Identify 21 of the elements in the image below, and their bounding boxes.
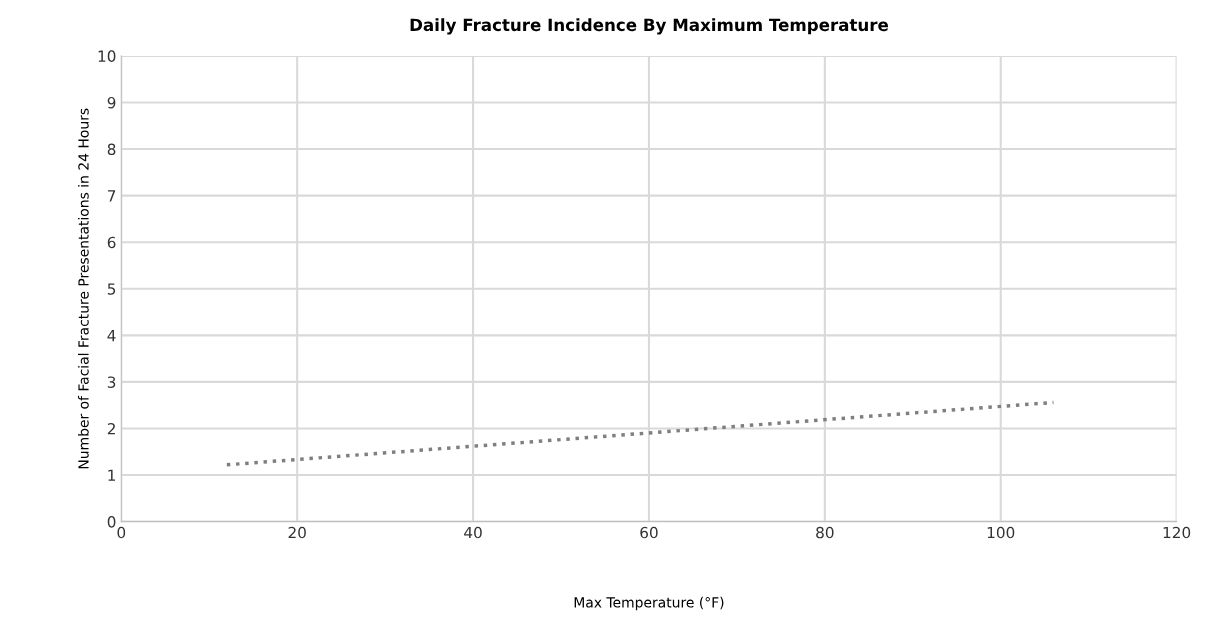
y-tick-label: 9 [107,96,116,109]
x-tick-label: 120 [1163,526,1191,539]
x-tick-label: 100 [987,526,1015,539]
y-axis-title: Number of Facial Fracture Presentations in 24 Hours [78,108,89,469]
x-tick-label: 20 [288,526,306,539]
x-tick-label: 40 [464,526,482,539]
y-tick-label: 0 [107,516,116,528]
x-tick-label: 0 [117,526,126,539]
y-tick-label: 7 [107,190,116,202]
x-axis-title: Max Temperature (°F) [574,596,724,611]
y-tick-label: 3 [107,376,116,388]
y-tick-label: 4 [107,330,116,342]
y-tick-label: 6 [107,236,116,249]
x-tick-label: 80 [816,526,834,539]
y-tick-label: 1 [108,469,116,481]
y-tick-label: 8 [107,143,116,156]
y-tick-label: 5 [107,283,116,295]
y-tick-label: 10 [98,50,116,62]
y-tick-label: 2 [107,422,115,435]
chart-title: Daily Fracture Incidence By Maximum Temperature [410,18,888,35]
x-tick-label: 60 [640,526,658,539]
